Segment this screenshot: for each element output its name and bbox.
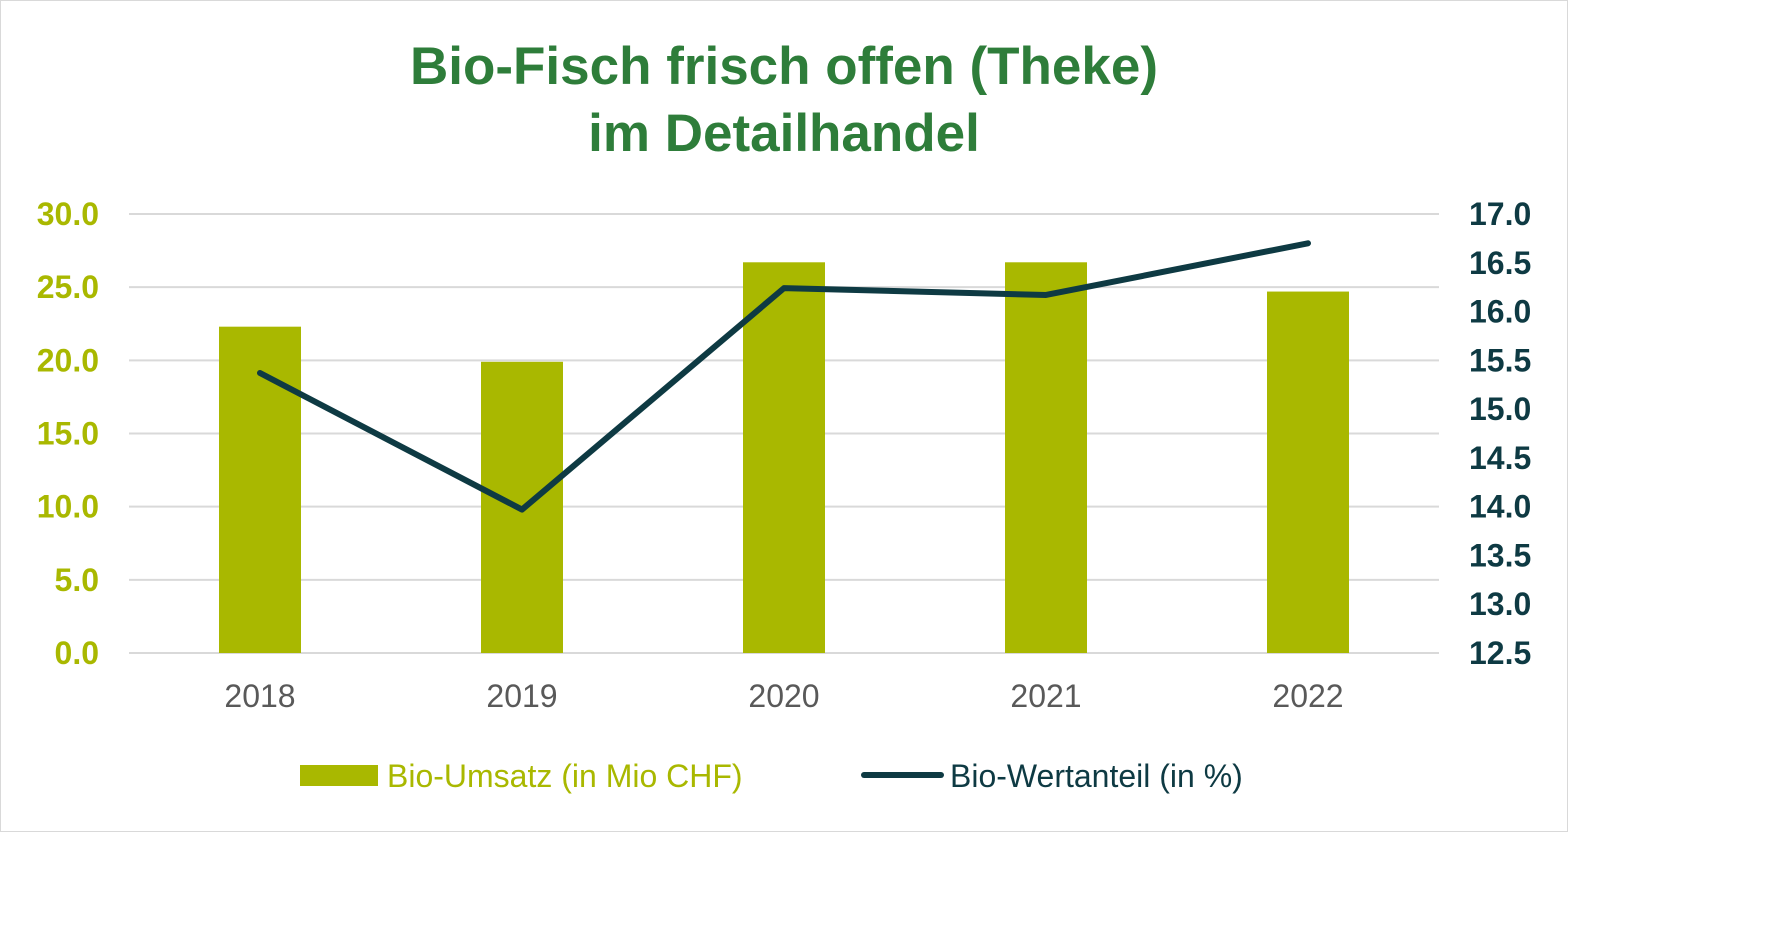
y-right-tick-label: 12.5	[1469, 635, 1531, 671]
y-right-tick-label: 15.5	[1469, 342, 1531, 378]
y-right-tick-label: 14.0	[1469, 489, 1531, 525]
chart-frame: Bio-Fisch frisch offen (Theke) im Detail…	[0, 0, 1568, 832]
y-left-tick-label: 25.0	[37, 269, 99, 305]
x-tick-label: 2020	[748, 678, 819, 714]
bar-2021	[1005, 262, 1087, 653]
y-left-tick-label: 15.0	[37, 416, 99, 452]
x-tick-label: 2022	[1272, 678, 1343, 714]
y-left-tick-label: 5.0	[55, 562, 99, 598]
y-left-tick-label: 0.0	[55, 635, 99, 671]
y-right-tick-label: 14.5	[1469, 440, 1531, 476]
x-tick-label: 2021	[1010, 678, 1081, 714]
y-right-tick-label: 16.5	[1469, 245, 1531, 281]
bar-2022	[1267, 291, 1349, 653]
chart-title: Bio-Fisch frisch offen (Theke)	[410, 37, 1158, 96]
legend-label-bio-wertanteil: Bio-Wertanteil (in %)	[950, 758, 1243, 794]
x-tick-label: 2019	[486, 678, 557, 714]
y-right-tick-label: 13.5	[1469, 537, 1531, 573]
bar-2020	[743, 262, 825, 653]
bar-2018	[219, 326, 301, 653]
legend-swatch-bio-umsatz	[300, 765, 378, 786]
chart-plot: 0.0 5.0 10.0 15.0 20.0 25.0 30.0 12.5 13.0 13.5 14…	[37, 196, 1532, 794]
x-tick-label: 2018	[224, 678, 295, 714]
y-left-tick-label: 20.0	[37, 342, 99, 378]
y-right-tick-label: 15.0	[1469, 391, 1531, 427]
y-right-tick-label: 13.0	[1469, 586, 1531, 622]
y-left-tick-label: 10.0	[37, 489, 99, 525]
chart-subtitle: im Detailhandel	[588, 104, 980, 163]
y-right-tick-label: 16.0	[1469, 294, 1531, 330]
y-left-tick-label: 30.0	[37, 196, 99, 232]
legend-label-bio-umsatz: Bio-Umsatz (in Mio CHF)	[387, 758, 743, 794]
y-right-tick-label: 17.0	[1469, 196, 1531, 232]
